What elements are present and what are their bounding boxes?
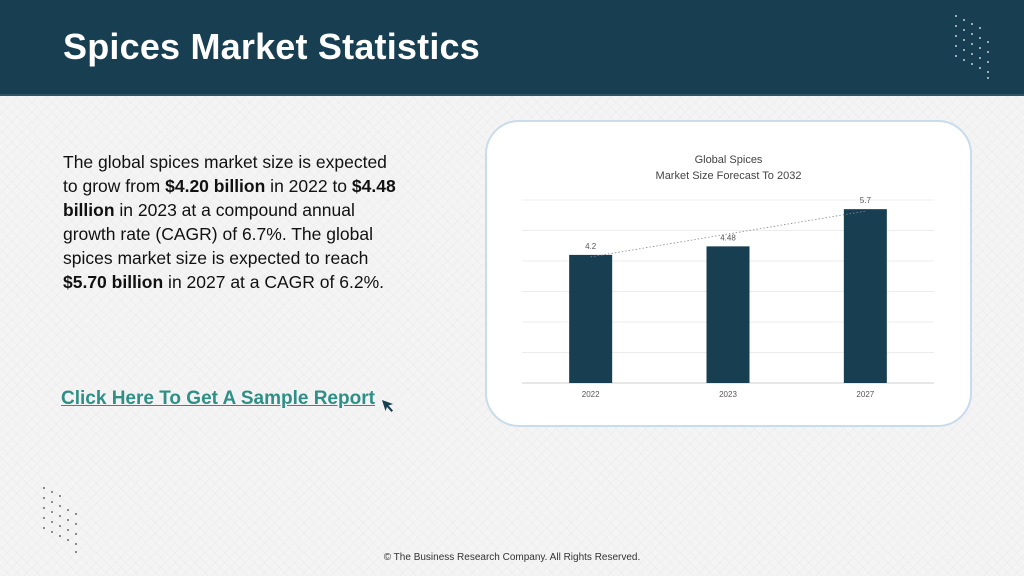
copyright-footer: © The Business Research Company. All Rig… xyxy=(383,552,641,563)
cursor-arrow-icon xyxy=(382,400,393,412)
page-title: Spices Market Statistics xyxy=(63,26,480,67)
chart-subtitle: Market Size Forecast To 2032 xyxy=(655,170,802,182)
header-bar: Spices Market Statistics xyxy=(0,0,1024,96)
description-text: The global spices market size is expecte… xyxy=(63,152,387,196)
bar-2023 xyxy=(706,246,750,383)
decorative-dots-bottom xyxy=(43,487,77,553)
x-tick-label-2027: 2027 xyxy=(856,390,874,399)
chart-card: Global Spices Market Size Forecast To 20… xyxy=(485,120,972,427)
sample-report-link[interactable]: Click Here To Get A Sample Report xyxy=(61,388,375,409)
description-text: in 2023 at a compound annual growth rate… xyxy=(63,200,373,268)
description-text: in 2022 to xyxy=(265,176,352,196)
highlight-value: $5.70 billion xyxy=(63,272,164,292)
chart-title: Global Spices xyxy=(694,154,763,166)
decorative-dots-top xyxy=(955,15,989,79)
market-description: The global spices market size is expecte… xyxy=(63,150,398,294)
highlight-value: $4.20 billion xyxy=(165,176,266,196)
data-label-2027: 5.7 xyxy=(860,196,872,205)
x-tick-label-2023: 2023 xyxy=(719,390,737,399)
data-label-2023: 4.48 xyxy=(720,233,736,242)
data-label-2022: 4.2 xyxy=(585,242,597,251)
trendline xyxy=(590,210,866,258)
bar-2022 xyxy=(569,254,613,383)
description-text: in 2027 at a CAGR of 6.2%. xyxy=(163,272,385,292)
bar-chart: 4.2 2022 4.48 2023 5.7 2027 xyxy=(522,196,934,399)
highlight-value: $4.48 billion xyxy=(63,176,396,220)
bar-2027 xyxy=(843,209,887,383)
x-tick-label-2022: 2022 xyxy=(582,390,600,399)
